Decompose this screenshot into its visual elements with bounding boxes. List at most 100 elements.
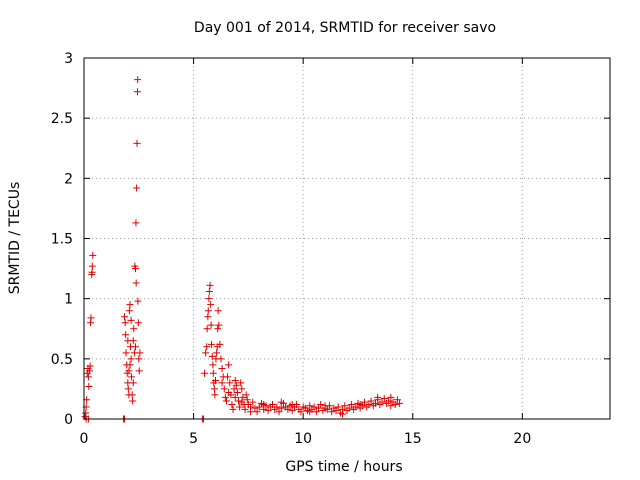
data-point: [297, 408, 305, 416]
data-point: [315, 404, 323, 412]
data-point: [204, 313, 212, 321]
data-point: [371, 399, 379, 407]
data-point: [130, 325, 138, 333]
data-point: [208, 352, 216, 360]
y-tick-label: 1: [64, 292, 73, 308]
y-axis-title: SRMTID / TECUs: [7, 182, 23, 295]
y-tick-label: 2.5: [51, 111, 73, 127]
data-point: [124, 337, 132, 345]
data-point: [317, 401, 325, 409]
data-point: [125, 367, 133, 375]
data-point: [87, 314, 95, 322]
data-point: [236, 403, 244, 411]
data-point: [220, 385, 228, 393]
y-tick-label: 1.5: [51, 232, 73, 248]
chart-title: Day 001 of 2014, SRMTID for receiver sav…: [194, 20, 496, 36]
data-point: [88, 268, 96, 276]
data-point: [122, 331, 130, 339]
data-point: [251, 404, 259, 412]
data-point: [122, 349, 130, 357]
data-point: [213, 349, 221, 357]
data-point: [135, 367, 143, 375]
data-point: [216, 340, 224, 348]
y-tick-label: 2: [64, 171, 73, 187]
data-point: [361, 398, 369, 406]
data-point: [121, 313, 129, 321]
data-point: [132, 265, 140, 273]
data-point: [88, 262, 96, 270]
data-point: [222, 397, 230, 405]
x-tick-label: 5: [189, 431, 198, 447]
data-point: [253, 408, 261, 416]
data-point: [242, 391, 250, 399]
data-point: [208, 340, 216, 348]
data-point: [134, 76, 142, 84]
data-point: [203, 325, 211, 333]
data-point: [241, 405, 249, 413]
data-point: [125, 307, 133, 315]
data-point: [310, 403, 318, 411]
data-point: [385, 397, 393, 405]
data-point: [233, 389, 241, 397]
data-point: [127, 316, 135, 324]
x-tick-label: 10: [294, 431, 312, 447]
data-point: [121, 319, 129, 327]
data-point: [129, 379, 137, 387]
data-point: [356, 401, 364, 409]
data-point: [339, 410, 347, 418]
data-point: [221, 393, 229, 401]
data-point: [247, 408, 255, 416]
data-point: [129, 397, 137, 405]
data-point: [231, 376, 239, 384]
data-point: [201, 369, 209, 377]
data-point: [214, 325, 222, 333]
data-point: [238, 385, 246, 393]
data-point: [133, 184, 141, 192]
data-point: [328, 408, 336, 416]
data-point: [391, 401, 399, 409]
data-point: [306, 402, 314, 410]
data-point: [126, 301, 134, 309]
data-point: [238, 398, 246, 406]
data-point: [218, 379, 226, 387]
data-point: [205, 295, 213, 303]
data-point: [209, 369, 217, 377]
data-point: [323, 405, 331, 413]
data-point: [128, 391, 136, 399]
data-point: [228, 401, 236, 409]
data-point: [275, 408, 283, 416]
data-point: [124, 385, 132, 393]
x-tick-label: 0: [80, 431, 89, 447]
data-point: [367, 397, 375, 405]
data-point: [347, 401, 355, 409]
data-point: [334, 403, 342, 411]
data-point: [235, 397, 243, 405]
data-point: [135, 355, 143, 363]
data-point: [210, 385, 218, 393]
data-point: [203, 343, 211, 351]
data-point: [133, 88, 141, 96]
data-point: [374, 393, 382, 401]
data-point: [225, 361, 233, 369]
data-point: [229, 405, 237, 413]
data-point: [231, 393, 239, 401]
data-point: [321, 402, 329, 410]
data-point: [237, 379, 245, 387]
data-point: [209, 361, 217, 369]
data-point: [255, 403, 263, 411]
data-point: [84, 373, 92, 381]
data-point: [260, 401, 268, 409]
data-point: [352, 403, 360, 411]
grid: [84, 58, 610, 419]
data-point: [85, 383, 93, 391]
data-point: [132, 279, 140, 287]
data-point: [243, 396, 251, 404]
data-point: [214, 307, 222, 315]
data-point: [215, 321, 223, 329]
data-point: [128, 373, 136, 381]
data-point: [202, 349, 210, 357]
data-point: [224, 373, 232, 381]
data-point: [218, 364, 226, 372]
data-point: [273, 403, 281, 411]
